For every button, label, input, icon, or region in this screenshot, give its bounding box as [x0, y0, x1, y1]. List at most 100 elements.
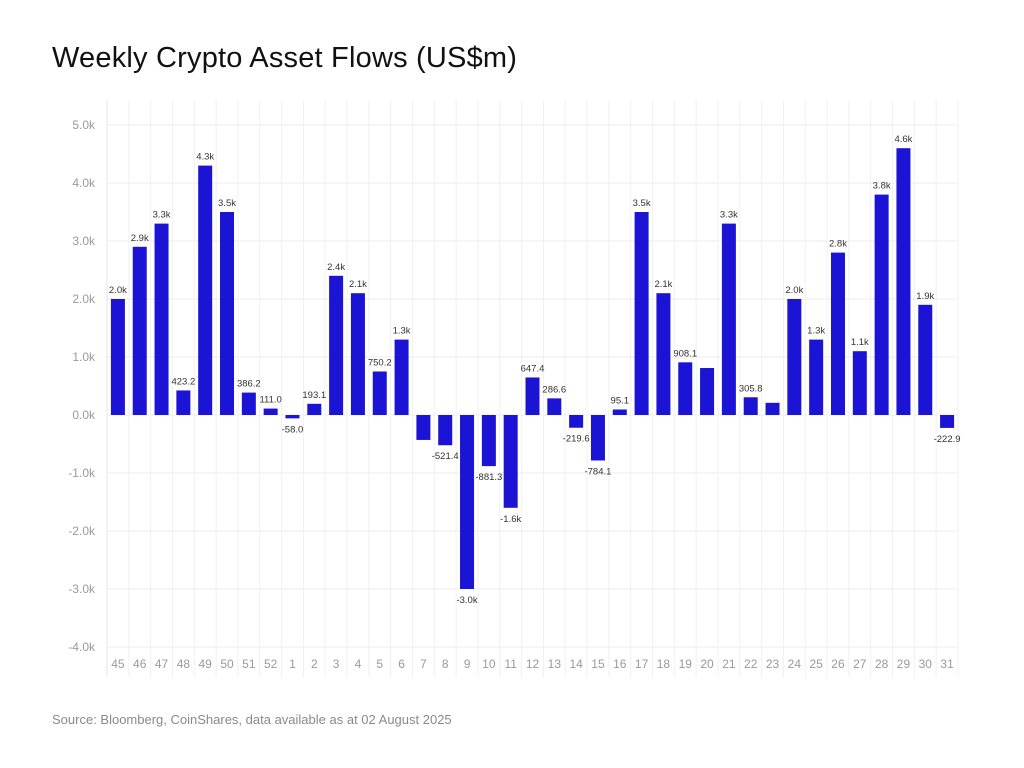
data-label: 1.3k — [807, 326, 825, 337]
bar-week-6 — [394, 339, 409, 415]
data-labels: 2.0k 2.9k 3.3k 423.2 4.3k 3.5k 386.2 111.0 -58.0… — [109, 134, 961, 606]
x-tick-label: 49 — [199, 657, 213, 671]
x-tick-label: 28 — [875, 657, 889, 671]
x-axis: 45 46 47 48 49 50 51 52 1 2 3 4 5 6 7 8 9 10 11 12 13 14 15 16 1… — [111, 657, 954, 671]
x-tick-label: 19 — [679, 657, 693, 671]
data-label: 4.3k — [196, 152, 214, 163]
data-label: 95.1 — [611, 395, 630, 406]
x-tick-label: 1 — [289, 657, 296, 671]
data-label: -3.0k — [456, 595, 477, 606]
x-tick-label: 18 — [657, 657, 671, 671]
data-label: 2.0k — [109, 285, 127, 296]
y-tick-label: 0.0k — [72, 408, 96, 422]
x-tick-label: 17 — [635, 657, 649, 671]
data-label: -222.9 — [934, 434, 961, 445]
bar-week-25 — [809, 339, 824, 415]
y-tick-label: -4.0k — [68, 640, 96, 654]
bar-week-23 — [765, 402, 780, 415]
y-tick-label: 4.0k — [72, 176, 96, 190]
data-label: 305.8 — [739, 383, 763, 394]
x-tick-label: 31 — [940, 657, 954, 671]
x-tick-label: 47 — [155, 657, 169, 671]
bar-week-52 — [263, 408, 278, 415]
x-tick-label: 21 — [722, 657, 736, 671]
bar-week-29 — [896, 148, 911, 415]
y-tick-label: 1.0k — [72, 350, 96, 364]
bar-week-50 — [220, 212, 235, 415]
bar-week-19 — [678, 362, 693, 415]
x-tick-label: 45 — [111, 657, 125, 671]
x-tick-label: 3 — [333, 657, 340, 671]
data-label: 111.0 — [259, 395, 281, 406]
x-tick-label: 2 — [311, 657, 318, 671]
bar-week-45 — [110, 299, 125, 415]
x-tick-label: 7 — [420, 657, 427, 671]
bar-week-4 — [350, 293, 365, 415]
x-tick-label: 15 — [591, 657, 605, 671]
source-note: Source: Bloomberg, CoinShares, data avai… — [52, 712, 452, 727]
bar-week-11 — [503, 415, 518, 508]
data-label: 4.6k — [894, 134, 912, 145]
bar-week-17 — [634, 212, 649, 415]
bar-week-2 — [307, 403, 322, 415]
x-tick-label: 52 — [264, 657, 278, 671]
x-tick-label: 8 — [442, 657, 449, 671]
bar-week-26 — [830, 252, 845, 415]
bar-week-27 — [852, 351, 867, 415]
data-label: -784.1 — [584, 466, 611, 477]
x-tick-label: 4 — [355, 657, 362, 671]
x-tick-label: 6 — [398, 657, 405, 671]
data-label: 2.8k — [829, 239, 847, 250]
x-tick-label: 24 — [788, 657, 802, 671]
bar-week-51 — [241, 392, 256, 415]
data-label: 2.9k — [131, 233, 149, 244]
y-tick-label: -2.0k — [68, 524, 96, 538]
x-tick-label: 26 — [831, 657, 845, 671]
data-label: 193.1 — [302, 390, 326, 401]
x-tick-label: 51 — [242, 657, 256, 671]
y-tick-label: 2.0k — [72, 292, 96, 306]
data-label: -1.6k — [500, 514, 521, 525]
bars — [110, 148, 955, 589]
bar-week-48 — [176, 390, 191, 415]
bar-week-10 — [481, 415, 496, 467]
x-tick-label: 20 — [700, 657, 714, 671]
bar-week-30 — [918, 304, 933, 415]
bar-week-18 — [656, 293, 671, 415]
x-tick-label: 12 — [526, 657, 540, 671]
data-label: 3.8k — [873, 181, 891, 192]
x-tick-label: 30 — [919, 657, 933, 671]
x-tick-label: 25 — [809, 657, 823, 671]
data-label: 1.9k — [916, 291, 934, 302]
bar-week-8 — [438, 415, 453, 446]
data-label: -881.3 — [475, 472, 502, 483]
x-tick-label: 14 — [569, 657, 583, 671]
data-label: 2.1k — [654, 279, 672, 290]
bar-week-3 — [329, 275, 344, 415]
data-label: 286.6 — [542, 384, 566, 395]
data-label: 1.1k — [851, 337, 869, 348]
data-label: 3.5k — [633, 198, 651, 209]
x-tick-label: 22 — [744, 657, 758, 671]
x-tick-label: 48 — [177, 657, 191, 671]
y-tick-label: 3.0k — [72, 234, 96, 248]
y-tick-label: -1.0k — [68, 466, 96, 480]
data-label: 750.2 — [368, 357, 392, 368]
data-label: 423.2 — [171, 376, 195, 387]
bar-week-5 — [372, 371, 387, 415]
x-tick-label: 11 — [504, 657, 517, 671]
data-label: 3.5k — [218, 198, 236, 209]
bar-week-46 — [132, 246, 147, 415]
x-tick-label: 23 — [766, 657, 780, 671]
data-label: -521.4 — [432, 451, 459, 462]
x-tick-label: 16 — [613, 657, 627, 671]
bar-week-21 — [721, 223, 736, 415]
data-label: 3.3k — [720, 210, 738, 221]
data-label: 2.4k — [327, 262, 345, 273]
grid — [106, 100, 959, 677]
x-tick-label: 9 — [464, 657, 471, 671]
bar-week-7 — [416, 415, 431, 440]
bar-week-14 — [569, 415, 584, 428]
data-label: 386.2 — [237, 379, 261, 390]
